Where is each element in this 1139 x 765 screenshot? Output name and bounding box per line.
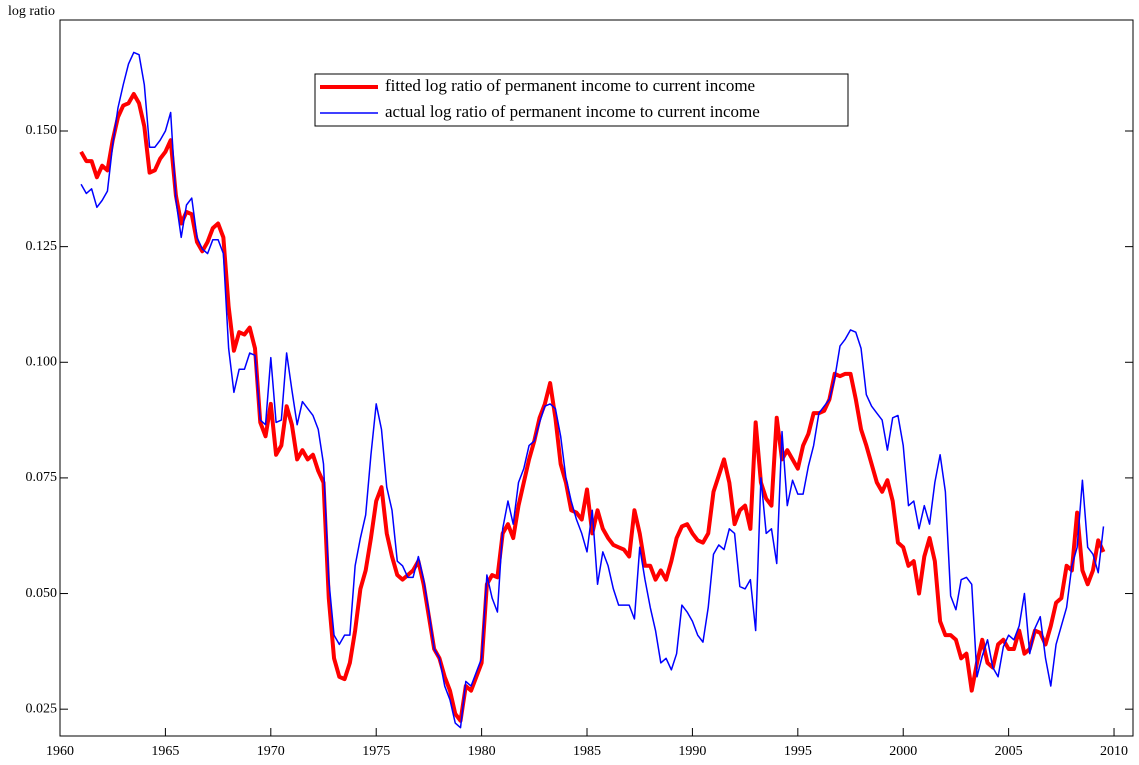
x-tick-label: 1980	[468, 744, 496, 759]
series-line	[79, 92, 1106, 723]
legend-label: fitted log ratio of permanent income to …	[385, 76, 755, 95]
x-tick-label: 1985	[573, 744, 601, 759]
series-line	[80, 51, 1105, 729]
y-tick-label: 0.125	[26, 239, 58, 254]
x-tick-label: 2005	[995, 744, 1023, 759]
x-tick-label: 2000	[889, 744, 917, 759]
x-tick-label: 2010	[1100, 744, 1128, 759]
plot-frame	[59, 19, 1134, 737]
legend-box	[314, 73, 849, 127]
x-tick-label: 1960	[46, 744, 74, 759]
legend-label: actual log ratio of permanent income to …	[385, 102, 760, 121]
x-tick-label: 1975	[362, 744, 390, 759]
y-tick-label: 0.025	[26, 701, 58, 716]
y-tick-label: 0.150	[26, 123, 58, 138]
y-tick-label: 0.050	[26, 586, 58, 601]
x-tick-label: 1995	[784, 744, 812, 759]
y-axis-label: log ratio	[8, 4, 55, 19]
y-tick-label: 0.100	[26, 354, 58, 369]
x-tick-label: 1990	[678, 744, 706, 759]
y-tick-label: 0.075	[26, 470, 58, 485]
x-tick-label: 1965	[151, 744, 179, 759]
x-tick-label: 1970	[257, 744, 285, 759]
